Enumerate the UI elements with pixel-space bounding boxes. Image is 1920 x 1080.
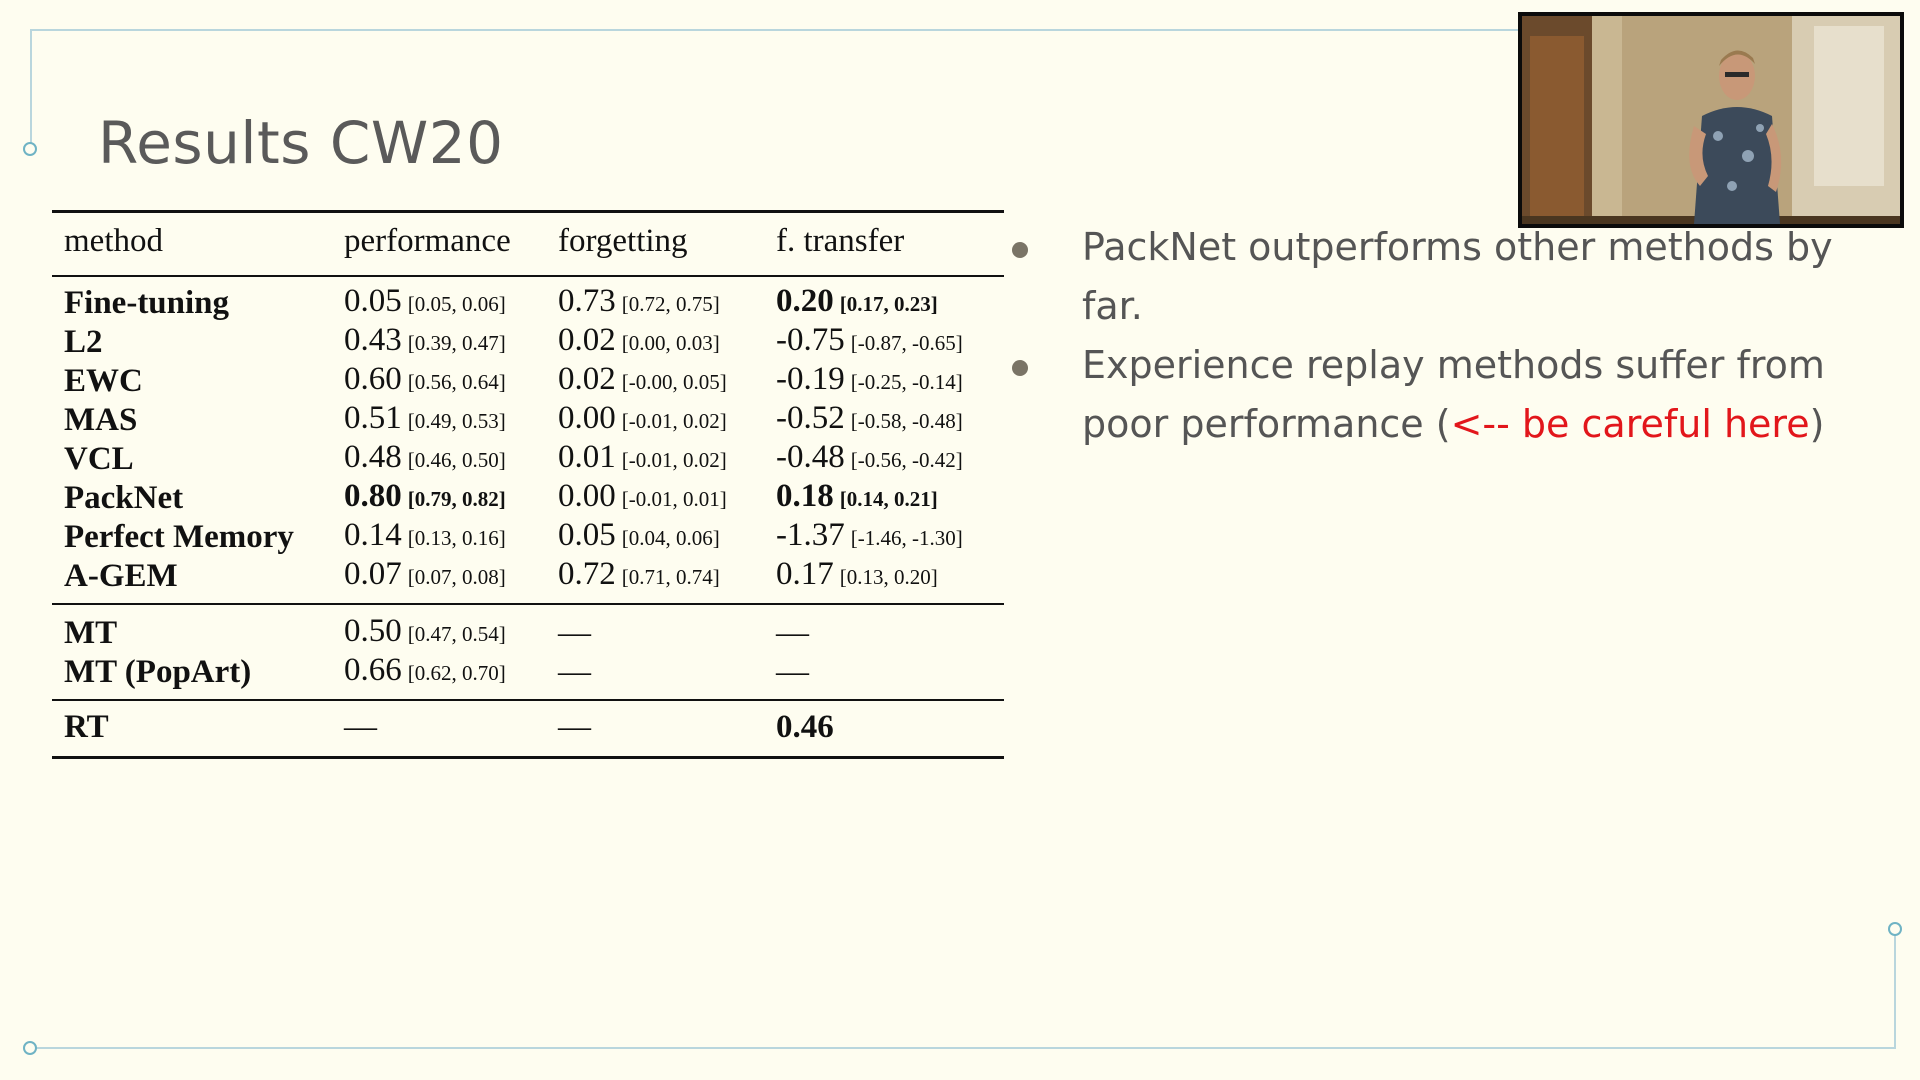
table-row: MT 0.50 [0.47, 0.54] — — xyxy=(52,604,1004,652)
performance-cell: — xyxy=(344,709,377,746)
frame-top-line xyxy=(30,29,1522,31)
frame-right-line xyxy=(1894,935,1896,1048)
performance-cell: 0.51 [0.49, 0.53] xyxy=(344,400,506,436)
forgetting-cell: — xyxy=(558,709,591,746)
method-cell: L2 xyxy=(64,323,103,360)
transfer-cell: -0.52 [-0.58, -0.48] xyxy=(776,400,963,436)
table-header-row: method performance forgetting f. transfe… xyxy=(52,211,1004,277)
forgetting-cell: — xyxy=(558,614,591,651)
method-cell: MAS xyxy=(64,401,138,438)
table-row: L2 0.43 [0.39, 0.47] 0.02 [0.00, 0.03] -0.… xyxy=(52,322,1004,361)
method-cell: MT xyxy=(64,614,118,651)
bullet-dot-icon xyxy=(1012,242,1028,258)
method-cell: A-GEM xyxy=(64,557,178,594)
transfer-cell: -0.75 [-0.87, -0.65] xyxy=(776,322,963,358)
performance-cell: 0.07 [0.07, 0.08] xyxy=(344,556,506,592)
table-row: MT (PopArt) 0.66 [0.62, 0.70] — — xyxy=(52,652,1004,700)
table-row: Perfect Memory 0.14 [0.13, 0.16] 0.05 [0.0… xyxy=(52,517,1004,556)
frame-left-line xyxy=(30,29,32,149)
header-performance: performance xyxy=(344,222,511,259)
performance-cell: 0.05 [0.05, 0.06] xyxy=(344,283,506,319)
method-cell: Fine-tuning xyxy=(64,284,230,321)
header-forgetting: forgetting xyxy=(558,222,688,259)
forgetting-cell: 0.00 [-0.01, 0.01] xyxy=(558,478,727,514)
bullet-dot-icon xyxy=(1012,360,1028,376)
forgetting-cell: 0.01 [-0.01, 0.02] xyxy=(558,439,727,475)
performance-cell: 0.50 [0.47, 0.54] xyxy=(344,613,506,649)
transfer-cell: -0.48 [-0.56, -0.42] xyxy=(776,439,963,475)
bullet-item: Experience replay methods suffer from po… xyxy=(1008,336,1848,454)
table-row: A-GEM 0.07 [0.07, 0.08] 0.72 [0.71, 0.74] … xyxy=(52,556,1004,604)
table-row: VCL 0.48 [0.46, 0.50] 0.01 [-0.01, 0.02] -… xyxy=(52,439,1004,478)
performance-cell: 0.14 [0.13, 0.16] xyxy=(344,517,506,553)
table-row: PackNet 0.80 [0.79, 0.82] 0.00 [-0.01, 0.0… xyxy=(52,478,1004,517)
transfer-cell: 0.17 [0.13, 0.20] xyxy=(776,556,938,592)
forgetting-cell: 0.02 [0.00, 0.03] xyxy=(558,322,720,358)
performance-cell: 0.43 [0.39, 0.47] xyxy=(344,322,506,358)
bullet-list: PackNet outperforms other methods by far… xyxy=(1008,218,1848,454)
forgetting-cell: 0.02 [-0.00, 0.05] xyxy=(558,361,727,397)
performance-cell: 0.60 [0.56, 0.64] xyxy=(344,361,506,397)
table-row: Fine-tuning 0.05 [0.05, 0.06] 0.73 [0.72, … xyxy=(52,276,1004,322)
table-row: RT — — 0.46 xyxy=(52,700,1004,757)
forgetting-cell: 0.72 [0.71, 0.74] xyxy=(558,556,720,592)
transfer-cell: -0.19 [-0.25, -0.14] xyxy=(776,361,963,397)
table-row: EWC 0.60 [0.56, 0.64] 0.02 [-0.00, 0.05] -… xyxy=(52,361,1004,400)
method-cell: RT xyxy=(64,709,109,746)
header-method: method xyxy=(64,222,163,259)
method-cell: EWC xyxy=(64,362,143,399)
bullet-suffix: ) xyxy=(1809,402,1825,446)
method-cell: MT (PopArt) xyxy=(64,653,252,690)
transfer-cell: — xyxy=(776,614,809,651)
forgetting-cell: 0.73 [0.72, 0.75] xyxy=(558,283,720,319)
transfer-cell: — xyxy=(776,653,809,690)
method-cell: Perfect Memory xyxy=(64,518,294,555)
transfer-cell: 0.18 [0.14, 0.21] xyxy=(776,478,938,514)
header-f-transfer: f. transfer xyxy=(776,222,905,259)
bullet-text: Experience replay methods suffer from po… xyxy=(1082,343,1825,446)
speaker-video-image xyxy=(1522,16,1900,224)
forgetting-cell: 0.00 [-0.01, 0.02] xyxy=(558,400,727,436)
warning-text: <-- be careful here xyxy=(1450,402,1810,446)
method-cell: PackNet xyxy=(64,479,184,516)
forgetting-cell: 0.05 [0.04, 0.06] xyxy=(558,517,720,553)
frame-corner-dot-top-left xyxy=(23,142,37,156)
performance-cell: 0.48 [0.46, 0.50] xyxy=(344,439,506,475)
forgetting-cell: — xyxy=(558,653,591,690)
method-cell: VCL xyxy=(64,440,134,477)
bullet-text: PackNet outperforms other methods by far… xyxy=(1082,225,1833,328)
performance-cell: 0.80 [0.79, 0.82] xyxy=(344,478,506,514)
transfer-cell: -1.37 [-1.46, -1.30] xyxy=(776,517,963,553)
speaker-video-thumbnail xyxy=(1518,12,1904,228)
performance-cell: 0.66 [0.62, 0.70] xyxy=(344,652,506,688)
table-row: MAS 0.51 [0.49, 0.53] 0.00 [-0.01, 0.02] -… xyxy=(52,400,1004,439)
frame-corner-dot-right xyxy=(1888,922,1902,936)
frame-bottom-line xyxy=(30,1047,1896,1049)
bullet-item: PackNet outperforms other methods by far… xyxy=(1008,218,1848,336)
results-table: method performance forgetting f. transfe… xyxy=(52,210,1004,759)
transfer-cell: 0.46 xyxy=(776,709,834,746)
slide-title: Results CW20 xyxy=(98,108,504,177)
frame-corner-dot-bottom-left xyxy=(23,1041,37,1055)
transfer-cell: 0.20 [0.17, 0.23] xyxy=(776,283,938,319)
